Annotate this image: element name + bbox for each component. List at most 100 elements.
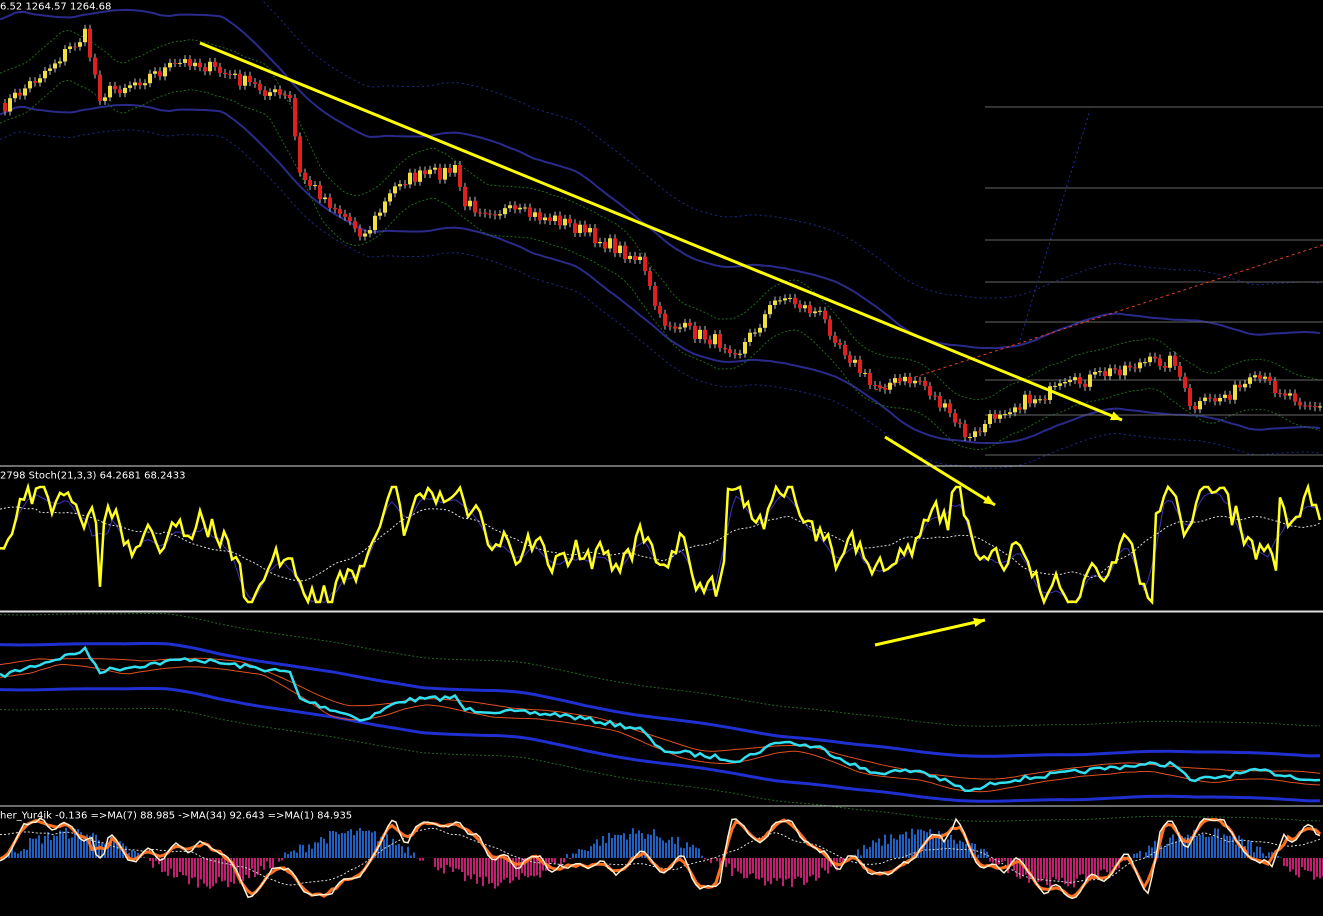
histogram-bar [623, 833, 625, 858]
candle [768, 305, 772, 315]
histogram-bar [803, 858, 805, 885]
candle [408, 172, 412, 185]
histogram-bar [725, 858, 727, 867]
candle [488, 213, 492, 215]
histogram-bar [1067, 858, 1069, 887]
histogram-bar [338, 834, 340, 858]
candle [938, 396, 942, 408]
histogram-bar [656, 836, 658, 858]
arrow [199, 41, 1123, 422]
candle [328, 197, 332, 208]
histogram-bar [863, 845, 865, 858]
candle [28, 81, 32, 89]
histogram-bar [1301, 858, 1303, 868]
histogram-bar [440, 858, 442, 868]
candle [998, 414, 1002, 419]
histogram-bar [437, 858, 439, 871]
band [0, 642, 1321, 758]
histogram-bar [899, 834, 901, 858]
histogram-bar [1058, 858, 1060, 881]
histogram-bar [266, 858, 268, 862]
histogram-bar [173, 858, 175, 878]
candle [1018, 407, 1022, 410]
candle [688, 322, 692, 326]
histogram-bar [1211, 836, 1213, 858]
candle [1123, 365, 1127, 376]
band [261, 0, 1321, 299]
candle [868, 372, 872, 385]
candle [338, 209, 342, 214]
candle [403, 184, 407, 186]
histogram-bar [1109, 858, 1111, 876]
candle [628, 255, 632, 260]
histogram-bar [1256, 846, 1258, 858]
candle [363, 233, 367, 237]
histogram-bar [608, 832, 610, 858]
histogram-bar [317, 842, 319, 858]
candle [183, 59, 187, 63]
histogram-bar [1016, 858, 1018, 878]
histogram-bar [56, 835, 58, 858]
histogram-bar [299, 844, 301, 858]
histogram-bar [692, 844, 694, 858]
candle [443, 167, 447, 180]
band [0, 687, 1321, 803]
histogram-bar [143, 857, 145, 858]
histogram-bar [74, 828, 76, 858]
candle [48, 68, 52, 71]
histogram-bar [584, 850, 586, 858]
candle [1133, 367, 1137, 369]
candle [583, 224, 587, 233]
histogram-bar [311, 848, 313, 858]
candle [198, 62, 202, 68]
histogram-bar [818, 858, 820, 878]
arrow [874, 618, 986, 647]
candle [1093, 371, 1097, 375]
indicator-label: her_Yur4ik -0.136 =>MA(7) 88.985 ->MA(34… [0, 810, 352, 821]
histogram-bar [284, 852, 286, 858]
candle [88, 28, 92, 58]
histogram-bar [992, 858, 994, 863]
candle [18, 92, 22, 96]
histogram-bar [539, 858, 541, 878]
candle [1213, 398, 1217, 402]
histogram-bar [827, 858, 829, 874]
candle [58, 61, 62, 64]
histogram-bar [1085, 858, 1087, 884]
histogram-bar [875, 842, 877, 858]
histogram-bar [296, 852, 298, 858]
histogram-bar [1070, 858, 1072, 885]
histogram-bar [524, 858, 526, 876]
histogram-bar [1217, 828, 1219, 858]
histogram-bar [215, 858, 217, 884]
candle [83, 28, 87, 43]
histogram-bar [965, 843, 967, 858]
candle [988, 414, 992, 425]
histogram-bar [20, 851, 22, 858]
candle [358, 228, 362, 237]
histogram-bar [1178, 831, 1180, 858]
histogram-bar [824, 858, 826, 871]
candle [143, 83, 147, 86]
histogram-bar [758, 858, 760, 880]
candle [663, 313, 667, 326]
candle [388, 193, 392, 202]
candle [1243, 383, 1247, 388]
histogram-bar [1223, 834, 1225, 858]
histogram-bar [653, 829, 655, 858]
histogram-bar [395, 845, 397, 858]
histogram-bar [158, 858, 160, 865]
histogram-bar [365, 830, 367, 858]
histogram-bar [38, 835, 40, 858]
histogram-bar [674, 843, 676, 858]
histogram-bar [1004, 858, 1006, 861]
candle [658, 305, 662, 314]
histogram-bar [611, 837, 613, 858]
histogram-bar [506, 858, 508, 878]
histogram-bar [761, 858, 763, 878]
histogram-bar [842, 858, 844, 865]
histogram-bar [530, 858, 532, 876]
histogram-bar [368, 830, 370, 858]
histogram-bar [1220, 839, 1222, 858]
candle [788, 297, 792, 299]
